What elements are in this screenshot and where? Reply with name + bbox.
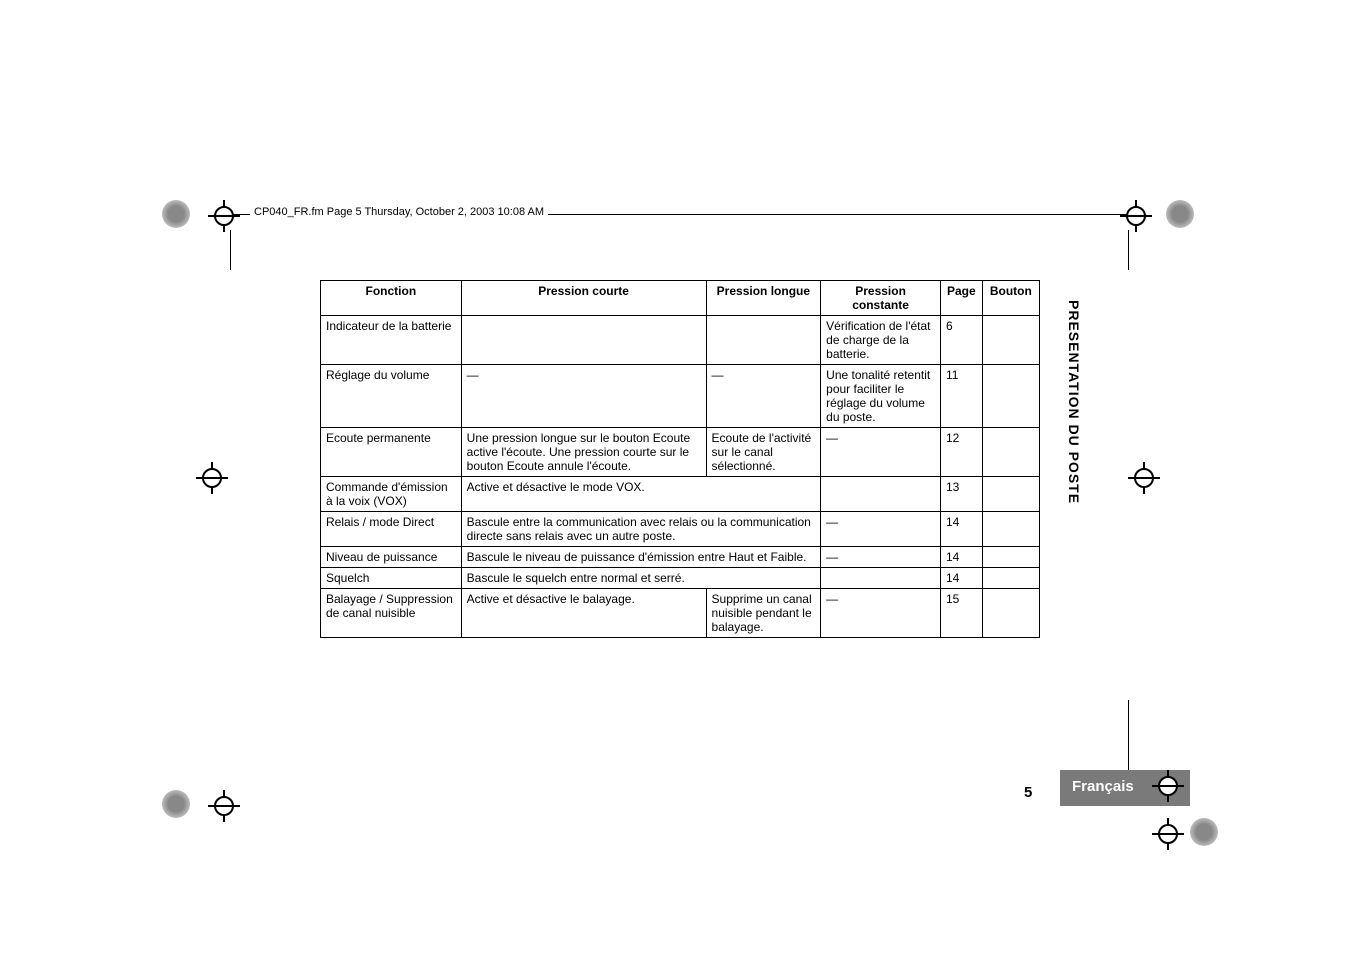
registration-mark [1120,200,1152,232]
cell-page: 13 [940,477,982,512]
cell-bouton [982,316,1039,365]
table-row: Ecoute permanenteUne pression longue sur… [321,428,1040,477]
cell-courte-longue: Bascule entre la communication avec rela… [461,512,820,547]
cell-fonction: Réglage du volume [321,365,462,428]
cell-constante: Une tonalité retentit pour faciliter le … [821,365,941,428]
running-head: CP040_FR.fm Page 5 Thursday, October 2, … [250,206,548,218]
cell-page: 14 [940,512,982,547]
registration-mark [1152,770,1184,802]
cell-bouton [982,477,1039,512]
table-row: Niveau de puissanceBascule le niveau de … [321,547,1040,568]
th-constante: Pression constante [821,281,941,316]
crop-tick [230,230,231,270]
cell-fonction: Balayage / Suppression de canal nuisible [321,589,462,638]
cell-courte: — [461,365,706,428]
th-courte: Pression courte [461,281,706,316]
cell-bouton [982,365,1039,428]
table-row: Indicateur de la batterie Vérification de… [321,316,1040,365]
cell-longue: — [706,365,821,428]
cell-constante: Vérification de l'état de charge de la b… [821,316,941,365]
th-page: Page [940,281,982,316]
cell-page: 6 [940,316,982,365]
cell-bouton [982,428,1039,477]
page-number: 5 [1024,784,1032,801]
cell-courte-longue: Bascule le niveau de puissance d'émissio… [461,547,820,568]
cell-courte: Une pression longue sur le bouton Ecoute… [461,428,706,477]
cell-fonction: Relais / mode Direct [321,512,462,547]
cell-fonction: Niveau de puissance [321,547,462,568]
page-content: Fonction Pression courte Pression longue… [320,280,1040,638]
cell-constante: — [821,547,941,568]
cell-constante [821,568,941,589]
cell-courte-longue: Active et désactive le mode VOX. [461,477,820,512]
th-longue: Pression longue [706,281,821,316]
cell-longue [706,316,821,365]
cell-courte-longue: Bascule le squelch entre normal et serré… [461,568,820,589]
registration-mark [208,790,240,822]
cell-longue: Supprime un canal nuisible pendant le ba… [706,589,821,638]
cell-bouton [982,568,1039,589]
cell-fonction: Squelch [321,568,462,589]
cell-page: 14 [940,547,982,568]
table-row: Balayage / Suppression de canal nuisible… [321,589,1040,638]
th-fonction: Fonction [321,281,462,316]
cell-constante: — [821,589,941,638]
table-row: Relais / mode DirectBascule entre la com… [321,512,1040,547]
table-row: SquelchBascule le squelch entre normal e… [321,568,1040,589]
crop-tick [1128,230,1129,270]
cell-page: 14 [940,568,982,589]
cell-courte [461,316,706,365]
cell-longue: Ecoute de l'activité sur le canal sélect… [706,428,821,477]
registration-mark [1190,818,1218,846]
section-title-vertical: PRESENTATION DU POSTE [1066,300,1082,504]
registration-mark [196,462,228,494]
crop-tick [1128,700,1129,770]
cell-constante: — [821,512,941,547]
table-row: Réglage du volume——Une tonalité retentit… [321,365,1040,428]
cell-fonction: Indicateur de la batterie [321,316,462,365]
table-row: Commande d'émission à la voix (VOX)Activ… [321,477,1040,512]
cell-bouton [982,547,1039,568]
registration-mark [1128,462,1160,494]
cell-courte: Active et désactive le balayage. [461,589,706,638]
registration-mark [208,200,240,232]
cell-constante [821,477,941,512]
cell-bouton [982,589,1039,638]
cell-page: 15 [940,589,982,638]
table-header-row: Fonction Pression courte Pression longue… [321,281,1040,316]
th-bouton: Bouton [982,281,1039,316]
cell-page: 12 [940,428,982,477]
registration-mark [1152,818,1184,850]
registration-mark [162,790,190,818]
cell-constante: — [821,428,941,477]
cell-fonction: Ecoute permanente [321,428,462,477]
registration-mark [1166,200,1194,228]
functions-table: Fonction Pression courte Pression longue… [320,280,1040,638]
cell-fonction: Commande d'émission à la voix (VOX) [321,477,462,512]
cell-page: 11 [940,365,982,428]
cell-bouton [982,512,1039,547]
registration-mark [162,200,190,228]
